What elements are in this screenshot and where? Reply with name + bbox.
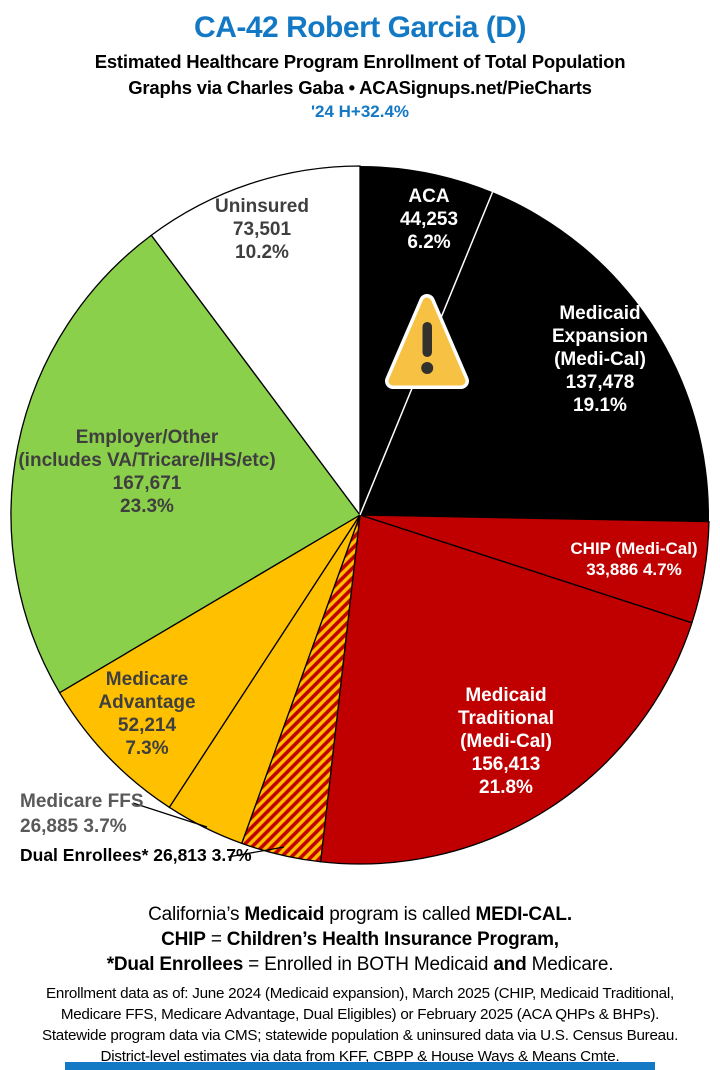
- slice-label-employer-other-includes-va-tricare-ihs-etc: Employer/Other (includes VA/Tricare/IHS/e…: [18, 426, 275, 518]
- page-annotation: '24 H+32.4%: [310, 102, 410, 121]
- pie-slice-medicaid-expansion-medi-cal: [360, 192, 710, 522]
- footer-emphasis: MEDI-CAL.: [475, 904, 573, 925]
- slice-label-line: 10.2%: [235, 242, 289, 263]
- slice-label-line: Employer/Other: [75, 427, 219, 448]
- pie-slices-layer: [10, 165, 710, 865]
- leader-line-dual-enrollees: [227, 846, 285, 858]
- page-credit: Graphs via Charles Gaba • ACASignups.net…: [128, 77, 592, 98]
- slice-label-line: 167,671: [112, 473, 182, 494]
- pie-slice-medicaid-traditional-medi-cal: [319, 514, 693, 865]
- footer-line-1: California’s Medicaid program is called …: [0, 904, 720, 926]
- slice-label-line: 156,413: [471, 754, 541, 775]
- outside-label-line: 26,885 3.7%: [20, 816, 127, 837]
- slice-label-line: (includes VA/Tricare/IHS/etc): [18, 450, 276, 471]
- footer-emphasis: *Dual Enrollees: [106, 954, 244, 975]
- slice-label-line: ACA: [408, 186, 450, 207]
- slice-label-line: (Medi-Cal): [554, 349, 646, 370]
- footer-line-3: *Dual Enrollees = Enrolled in BOTH Medic…: [0, 954, 720, 976]
- outside-label-medicare-ffs: Medicare FFS 26,885 3.7%: [20, 789, 144, 839]
- slice-label-aca: ACA 44,253 6.2%: [400, 185, 458, 254]
- footer-text: program is called: [324, 904, 476, 925]
- slice-label-medicaid-traditional-medi-cal: Medicaid Traditional (Medi-Cal) 156,413 21.8…: [458, 684, 554, 799]
- slice-label-line: 19.1%: [573, 395, 627, 416]
- slice-label-line: CHIP (Medi-Cal): [570, 539, 698, 558]
- slice-label-line: 52,214: [117, 715, 177, 736]
- slice-label-line: 44,253: [399, 209, 459, 230]
- slice-label-line: Uninsured: [215, 196, 309, 217]
- pie-slice-employer-other-includes-va-tricare-ihs-etc: [10, 234, 361, 694]
- footer-text: = Enrolled in BOTH Medicaid: [243, 954, 494, 975]
- footnote-line-3: Statewide program data via CMS; statewid…: [41, 1027, 679, 1044]
- footer-emphasis: Children’s Health Insurance Program,: [226, 929, 559, 950]
- footer-text: Medicare.: [526, 954, 614, 975]
- bottom-bar: [65, 1062, 655, 1070]
- outside-label-line: Medicare FFS: [20, 791, 144, 812]
- footnote-line-4: District-level estimates via data from K…: [100, 1048, 620, 1065]
- footer-emphasis: Medicaid: [244, 904, 325, 925]
- slice-label-line: Traditional: [457, 708, 555, 729]
- footer-text: California’s: [148, 904, 245, 925]
- pie-slice-uninsured: [150, 165, 361, 517]
- footer-text: =: [205, 929, 227, 950]
- footnote-line-1: Enrollment data as of: June 2024 (Medica…: [46, 985, 674, 1002]
- slice-label-line: 21.8%: [479, 777, 533, 798]
- outside-label-dual-enrollees: Dual Enrollees* 26,813 3.7%: [20, 844, 252, 868]
- slice-label-line: 7.3%: [125, 738, 169, 759]
- slice-label-line: Medicaid: [465, 685, 547, 706]
- slice-label-line: (Medi-Cal): [460, 731, 552, 752]
- outside-label-line: Dual Enrollees* 26,813 3.7%: [20, 845, 252, 865]
- page-title: CA-42 Robert Garcia (D): [194, 11, 526, 44]
- slice-label-line: Advantage: [98, 692, 196, 713]
- leader-line-medicare-ffs: [132, 802, 208, 828]
- warning-icon: [385, 294, 469, 389]
- slice-label-line: Expansion: [551, 326, 649, 347]
- slice-label-line: Medicaid: [559, 303, 641, 324]
- pie-slice-medicare-advantage: [58, 514, 361, 809]
- slice-label-line: 137,478: [565, 372, 635, 393]
- slice-label-line: Medicare: [105, 669, 189, 690]
- slice-label-line: 33,886 4.7%: [586, 560, 682, 579]
- footer-emphasis: CHIP: [161, 929, 206, 950]
- footer-emphasis: and: [493, 954, 527, 975]
- slice-label-uninsured: Uninsured 73,501 10.2%: [215, 195, 309, 264]
- footer-line-2: CHIP = Children’s Health Insurance Progr…: [0, 929, 720, 951]
- slice-label-line: 73,501: [232, 219, 292, 240]
- slice-label-line: 6.2%: [407, 232, 451, 253]
- footnote-line-2: Medicare FFS, Medicare Advantage, Dual E…: [60, 1006, 660, 1023]
- slice-label-chip-medi-cal: CHIP (Medi-Cal) 33,886 4.7%: [570, 538, 697, 580]
- slice-label-medicare-advantage: Medicare Advantage 52,214 7.3%: [98, 668, 195, 760]
- slice-label-medicaid-expansion-medi-cal: Medicaid Expansion (Medi-Cal) 137,478 19.1%: [552, 302, 648, 417]
- slice-label-line: 23.3%: [120, 496, 174, 517]
- page-subtitle: Estimated Healthcare Program Enrollment …: [94, 51, 626, 72]
